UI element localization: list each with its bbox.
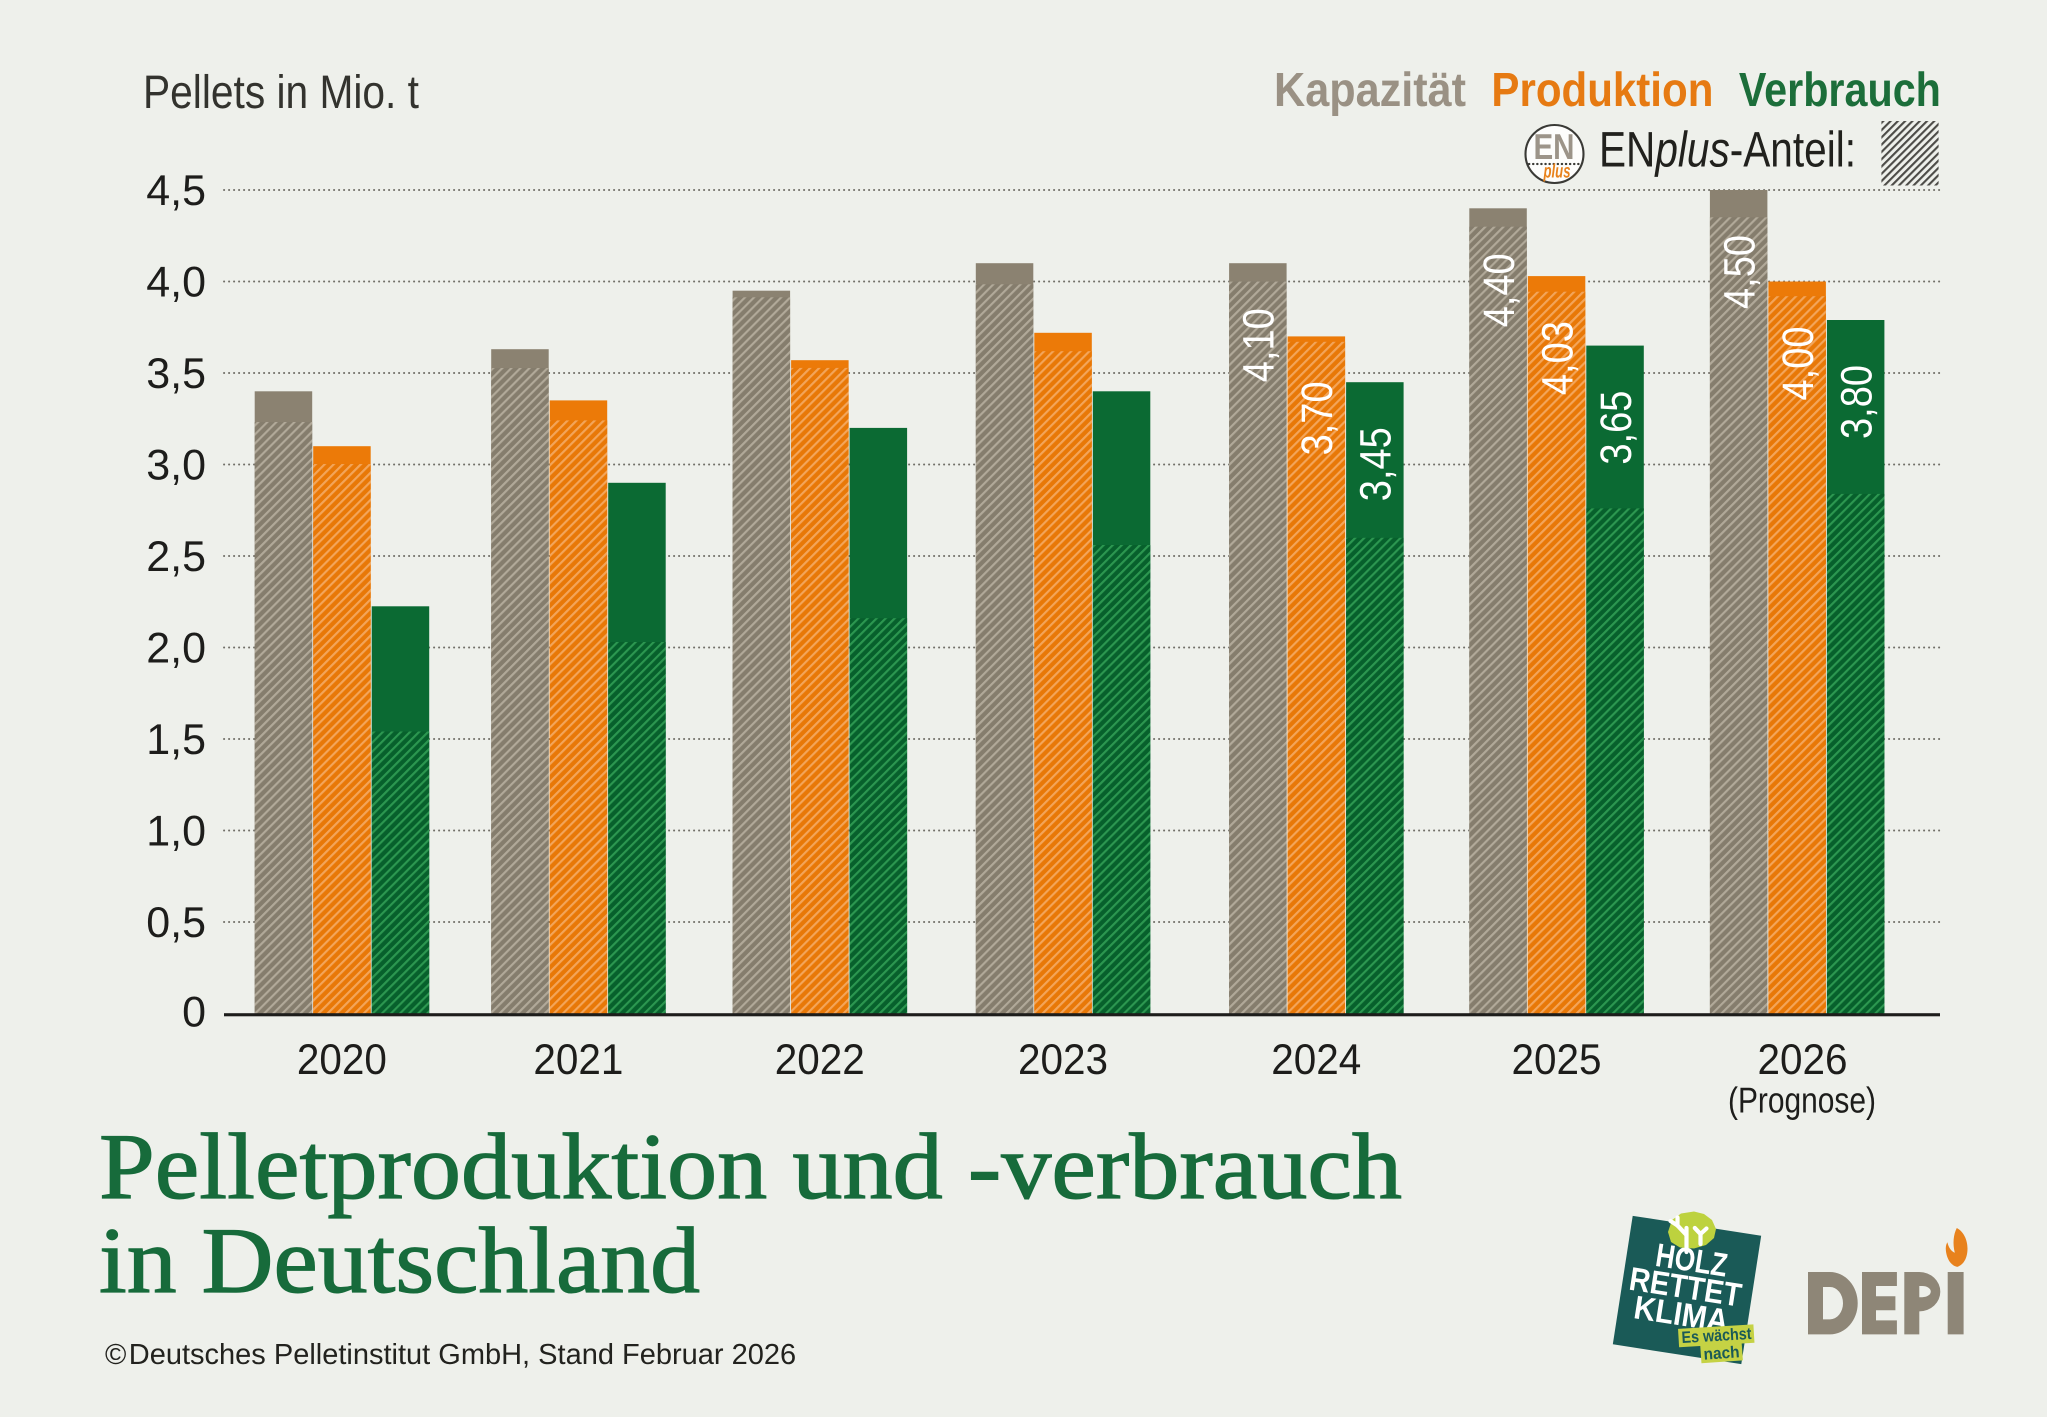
svg-text:4,10: 4,10 <box>1235 308 1284 382</box>
svg-text:2025: 2025 <box>1512 1036 1602 1084</box>
svg-text:Pellets in Mio. t: Pellets in Mio. t <box>143 65 419 118</box>
svg-text:3,45: 3,45 <box>1352 427 1401 501</box>
svg-text:Kapazität: Kapazität <box>1274 64 1466 117</box>
svg-text:2022: 2022 <box>775 1036 865 1084</box>
svg-text:1,5: 1,5 <box>146 716 206 764</box>
svg-text:4,03: 4,03 <box>1533 321 1582 395</box>
svg-text:4,50: 4,50 <box>1716 235 1765 309</box>
svg-text:in Deutschland: in Deutschland <box>99 1209 700 1313</box>
svg-text:(Prognose): (Prognose) <box>1728 1080 1876 1121</box>
svg-text:© Deutsches Pelletinstitut Gmb: © Deutsches Pelletinstitut GmbH, Stand F… <box>105 1339 796 1371</box>
svg-text:plus: plus <box>1543 161 1571 183</box>
svg-text:ENplus-Anteil:: ENplus-Anteil: <box>1599 122 1856 178</box>
svg-text:Verbrauch: Verbrauch <box>1739 64 1941 117</box>
svg-text:2021: 2021 <box>533 1036 623 1084</box>
svg-text:0,5: 0,5 <box>146 899 206 947</box>
svg-text:3,70: 3,70 <box>1293 381 1342 455</box>
svg-text:3,65: 3,65 <box>1592 391 1641 465</box>
svg-text:1,0: 1,0 <box>146 808 206 856</box>
svg-text:2023: 2023 <box>1018 1036 1108 1084</box>
svg-text:Pelletproduktion und -verbrauc: Pelletproduktion und -verbrauch <box>99 1115 1402 1219</box>
svg-text:3,0: 3,0 <box>146 442 206 490</box>
svg-text:Produktion: Produktion <box>1491 64 1713 117</box>
svg-text:0: 0 <box>182 989 206 1037</box>
svg-text:3,80: 3,80 <box>1833 365 1882 439</box>
svg-text:2,5: 2,5 <box>146 533 206 581</box>
svg-text:4,00: 4,00 <box>1774 327 1823 401</box>
svg-text:2026: 2026 <box>1758 1036 1848 1084</box>
svg-text:2,0: 2,0 <box>146 625 206 673</box>
svg-text:2020: 2020 <box>297 1036 387 1084</box>
svg-text:3,5: 3,5 <box>146 350 206 398</box>
svg-text:4,40: 4,40 <box>1475 253 1524 327</box>
svg-text:EN: EN <box>1534 126 1575 167</box>
svg-text:4,0: 4,0 <box>146 259 206 307</box>
svg-text:4,5: 4,5 <box>146 167 206 215</box>
svg-text:2024: 2024 <box>1271 1036 1361 1084</box>
